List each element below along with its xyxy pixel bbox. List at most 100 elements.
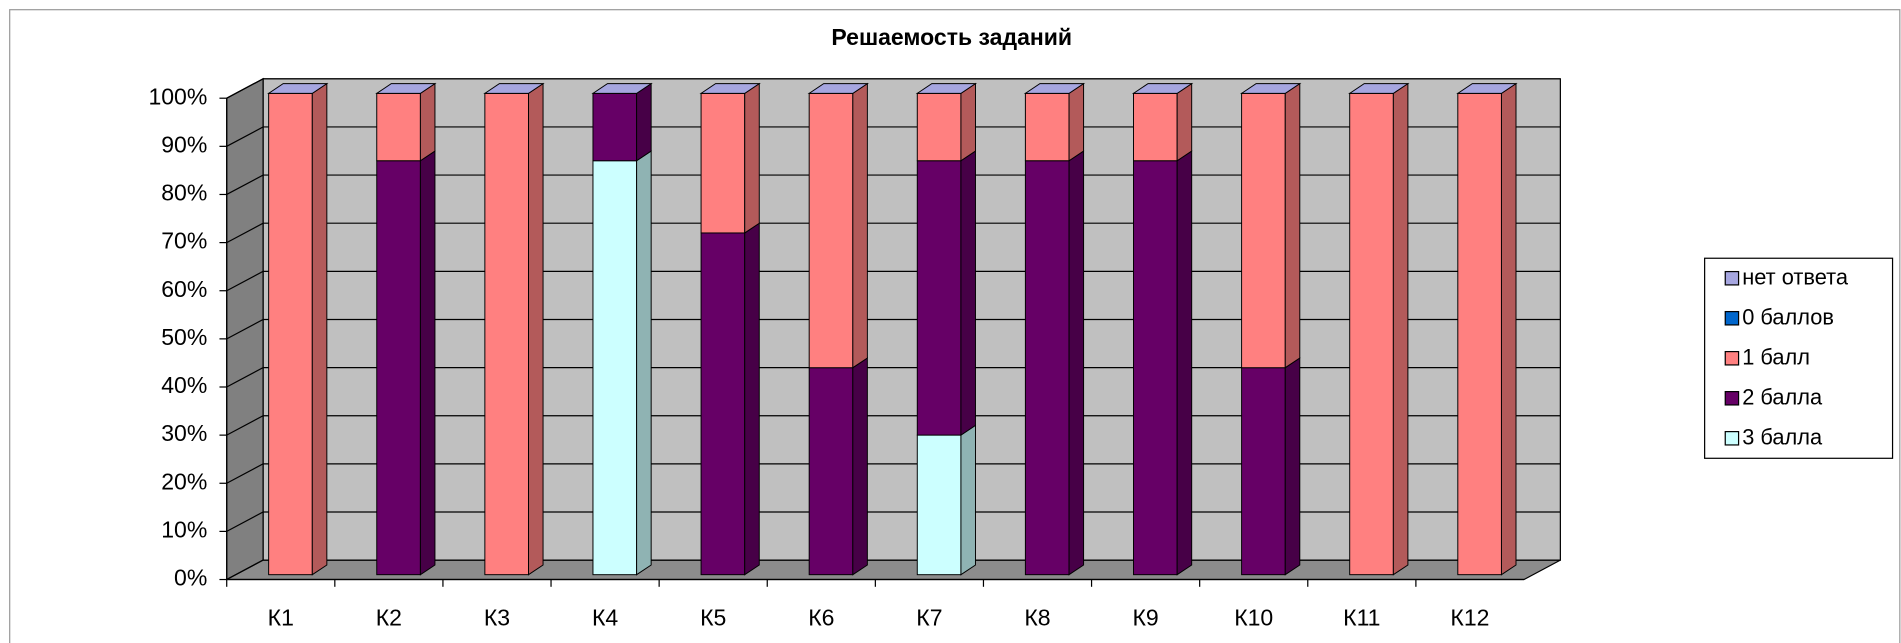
bar-side (1176, 150, 1193, 576)
grid-line (226, 174, 1561, 196)
bar-segment (1133, 92, 1178, 162)
y-tick-label: 0% (174, 565, 207, 591)
bar-segment (1024, 92, 1070, 162)
bar-side (960, 424, 976, 576)
bar-segment (700, 92, 746, 234)
x-tick-label: К2 (376, 605, 402, 631)
grid-line (226, 78, 1561, 99)
grid-line (226, 511, 1561, 532)
bar-segment (808, 92, 854, 369)
chart-title: Решаемость заданий (831, 24, 1072, 50)
y-tick-label: 20% (161, 468, 207, 494)
legend-label: нет ответа (1742, 265, 1849, 290)
bar-segment (916, 434, 962, 576)
y-tick-label: 60% (161, 276, 207, 302)
x-tick-label: К5 (700, 605, 726, 631)
bar-side (744, 82, 760, 234)
bar-top (1131, 83, 1194, 94)
bar-side (852, 82, 868, 369)
x-tick-label: К6 (808, 605, 834, 631)
bar-segment (376, 92, 421, 162)
bar-segment (268, 92, 313, 576)
bar-side (311, 82, 328, 576)
bar-top (699, 83, 761, 94)
y-tick-label: 70% (161, 228, 207, 254)
bar-segment (808, 367, 854, 576)
bar-top (1023, 83, 1086, 94)
bar-side (960, 82, 976, 162)
y-tick-label: 40% (161, 372, 207, 398)
bar-top (807, 83, 869, 94)
legend-swatch (1724, 350, 1740, 366)
grid-line (226, 270, 1561, 292)
bar-side (744, 222, 760, 576)
bar-segment (1133, 160, 1178, 576)
y-tick-label: 80% (161, 180, 207, 206)
bar-top (1239, 83, 1302, 94)
grid-line (226, 126, 1561, 147)
bar-top (1456, 83, 1518, 94)
bar-side (1284, 82, 1301, 369)
x-tick-label: К7 (916, 605, 942, 631)
legend-swatch (1724, 310, 1740, 326)
bar-segment (1024, 160, 1070, 576)
bar-side (419, 82, 436, 162)
chart-area: Решаемость заданий 0% 10% 20% 30% 40% 50% 60% 7… (9, 9, 1901, 643)
bar-segment (916, 160, 962, 436)
bar-segment (1241, 367, 1286, 576)
x-tick-label: К8 (1024, 605, 1050, 631)
legend-swatch (1724, 270, 1740, 286)
bar-segment (1349, 92, 1394, 576)
bar-segment (1457, 92, 1502, 576)
legend-label: 3 балла (1742, 425, 1823, 450)
grid-line (226, 318, 1561, 340)
bar-side (419, 150, 436, 576)
grid-line (226, 559, 1561, 581)
bar-top (375, 83, 437, 94)
x-tick-label: К11 (1343, 605, 1380, 631)
legend-swatch (1724, 390, 1740, 406)
grid-line (226, 415, 1561, 436)
bar-segment (916, 92, 962, 162)
x-tick-label: К12 (1450, 605, 1489, 631)
y-tick-label: 100% (148, 83, 207, 109)
bar-side (636, 150, 652, 576)
x-tick-label: К4 (592, 605, 618, 631)
x-tick-label: К1 (268, 605, 294, 631)
bar-segment (484, 92, 529, 576)
x-tick-label: К3 (484, 605, 510, 631)
legend-label: 2 балла (1742, 385, 1823, 410)
bar-side (528, 82, 544, 576)
legend-label: 1 балл (1742, 345, 1810, 370)
y-tick-label: 10% (161, 516, 207, 542)
x-tick-label: К9 (1133, 605, 1159, 631)
legend-swatch (1724, 431, 1740, 446)
bar-segment (592, 92, 638, 162)
y-tick-label: 30% (161, 420, 207, 446)
bar-top (1348, 83, 1410, 94)
y-tick-label: 50% (161, 324, 207, 350)
bar-side (960, 150, 976, 437)
grid-line (226, 366, 1561, 388)
bar-side (1068, 82, 1085, 162)
bar-top (915, 83, 978, 94)
legend-label: 0 баллов (1742, 305, 1834, 330)
bar-side (852, 357, 868, 576)
bar-top (591, 83, 653, 94)
bar-side (1500, 82, 1517, 576)
bar-side (1176, 82, 1193, 162)
bar-segment (700, 232, 746, 576)
bar-segment (376, 160, 421, 576)
y-tick-label: 90% (161, 131, 207, 157)
bar-side (1068, 150, 1085, 576)
grid-line (226, 222, 1561, 244)
bar-segment (592, 160, 638, 576)
bar-side (1284, 357, 1301, 576)
x-tick-label: К10 (1234, 605, 1273, 631)
bar-side (1392, 82, 1409, 576)
bar-top (483, 83, 545, 94)
bar-segment (1241, 92, 1286, 369)
bar-top (267, 83, 329, 94)
bar-side (636, 82, 652, 162)
